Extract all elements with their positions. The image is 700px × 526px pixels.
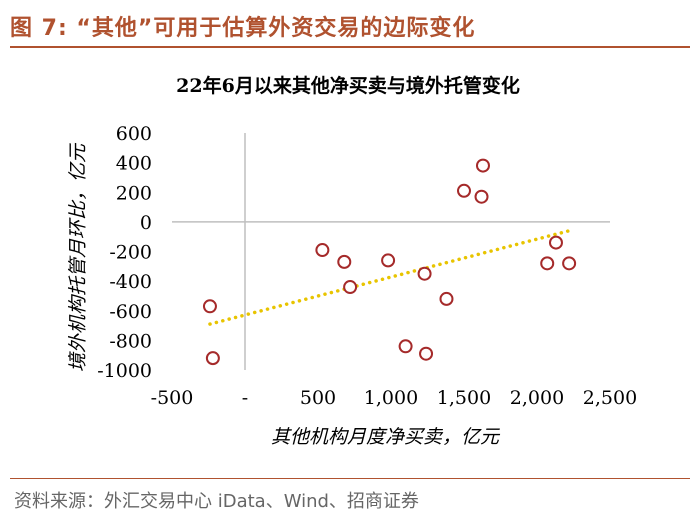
- x-tick-label: -500: [151, 387, 194, 409]
- data-point: [205, 351, 220, 366]
- data-point: [398, 339, 413, 354]
- data-point: [381, 253, 396, 268]
- data-point: [419, 346, 434, 361]
- y-tick-label: -600: [109, 301, 152, 323]
- footer-divider: [10, 478, 690, 479]
- data-point: [475, 158, 490, 173]
- data-points: [202, 158, 577, 366]
- y-tick-label: -200: [109, 242, 152, 264]
- x-tick-label: -: [242, 387, 248, 409]
- data-point: [548, 235, 563, 250]
- title-divider: [10, 46, 690, 48]
- trendline: [208, 229, 571, 326]
- y-axis-label: 境外机构托管月环比，亿元: [67, 142, 89, 372]
- data-point: [439, 291, 454, 306]
- x-tick-labels: -500-500 1,000 1,500 2,000 2,500: [151, 387, 638, 409]
- x-tick-label: 500: [300, 387, 336, 409]
- x-tick-label: 2,500: [583, 387, 637, 409]
- data-point: [474, 189, 489, 204]
- x-tick-label: 2,000: [510, 387, 564, 409]
- x-tick-label: 1,000: [364, 387, 418, 409]
- data-point: [337, 254, 352, 269]
- scatter-chart: 22年6月以来其他净买卖与境外托管变化 -500-500 1,000 1,500 2,…: [67, 74, 638, 448]
- chart-title: 22年6月以来其他净买卖与境外托管变化: [176, 74, 520, 97]
- source-note: 资料来源：外汇交易中心 iData、Wind、招商证券: [14, 491, 419, 512]
- x-axis-label: 其他机构月度净买卖，亿元: [271, 426, 501, 448]
- y-tick-label: 200: [116, 182, 152, 204]
- data-point: [202, 299, 217, 314]
- y-tick-labels: 600 400 200 0 -200 -400 -600 -800 -1000: [97, 123, 152, 382]
- figure-title: 图 7: “其他”可用于估算外资交易的边际变化: [10, 16, 476, 41]
- y-tick-label: 600: [116, 123, 152, 145]
- data-point: [562, 256, 577, 271]
- x-tick-label: 1,500: [437, 387, 491, 409]
- y-tick-label: 0: [140, 212, 152, 234]
- data-point: [540, 256, 555, 271]
- data-point: [417, 266, 432, 281]
- y-tick-label: 400: [116, 153, 152, 175]
- data-point: [343, 280, 358, 295]
- y-tick-label: -1000: [97, 360, 152, 382]
- y-tick-label: -400: [109, 271, 152, 293]
- data-point: [457, 183, 471, 198]
- data-point: [315, 243, 330, 258]
- y-tick-label: -800: [109, 330, 152, 352]
